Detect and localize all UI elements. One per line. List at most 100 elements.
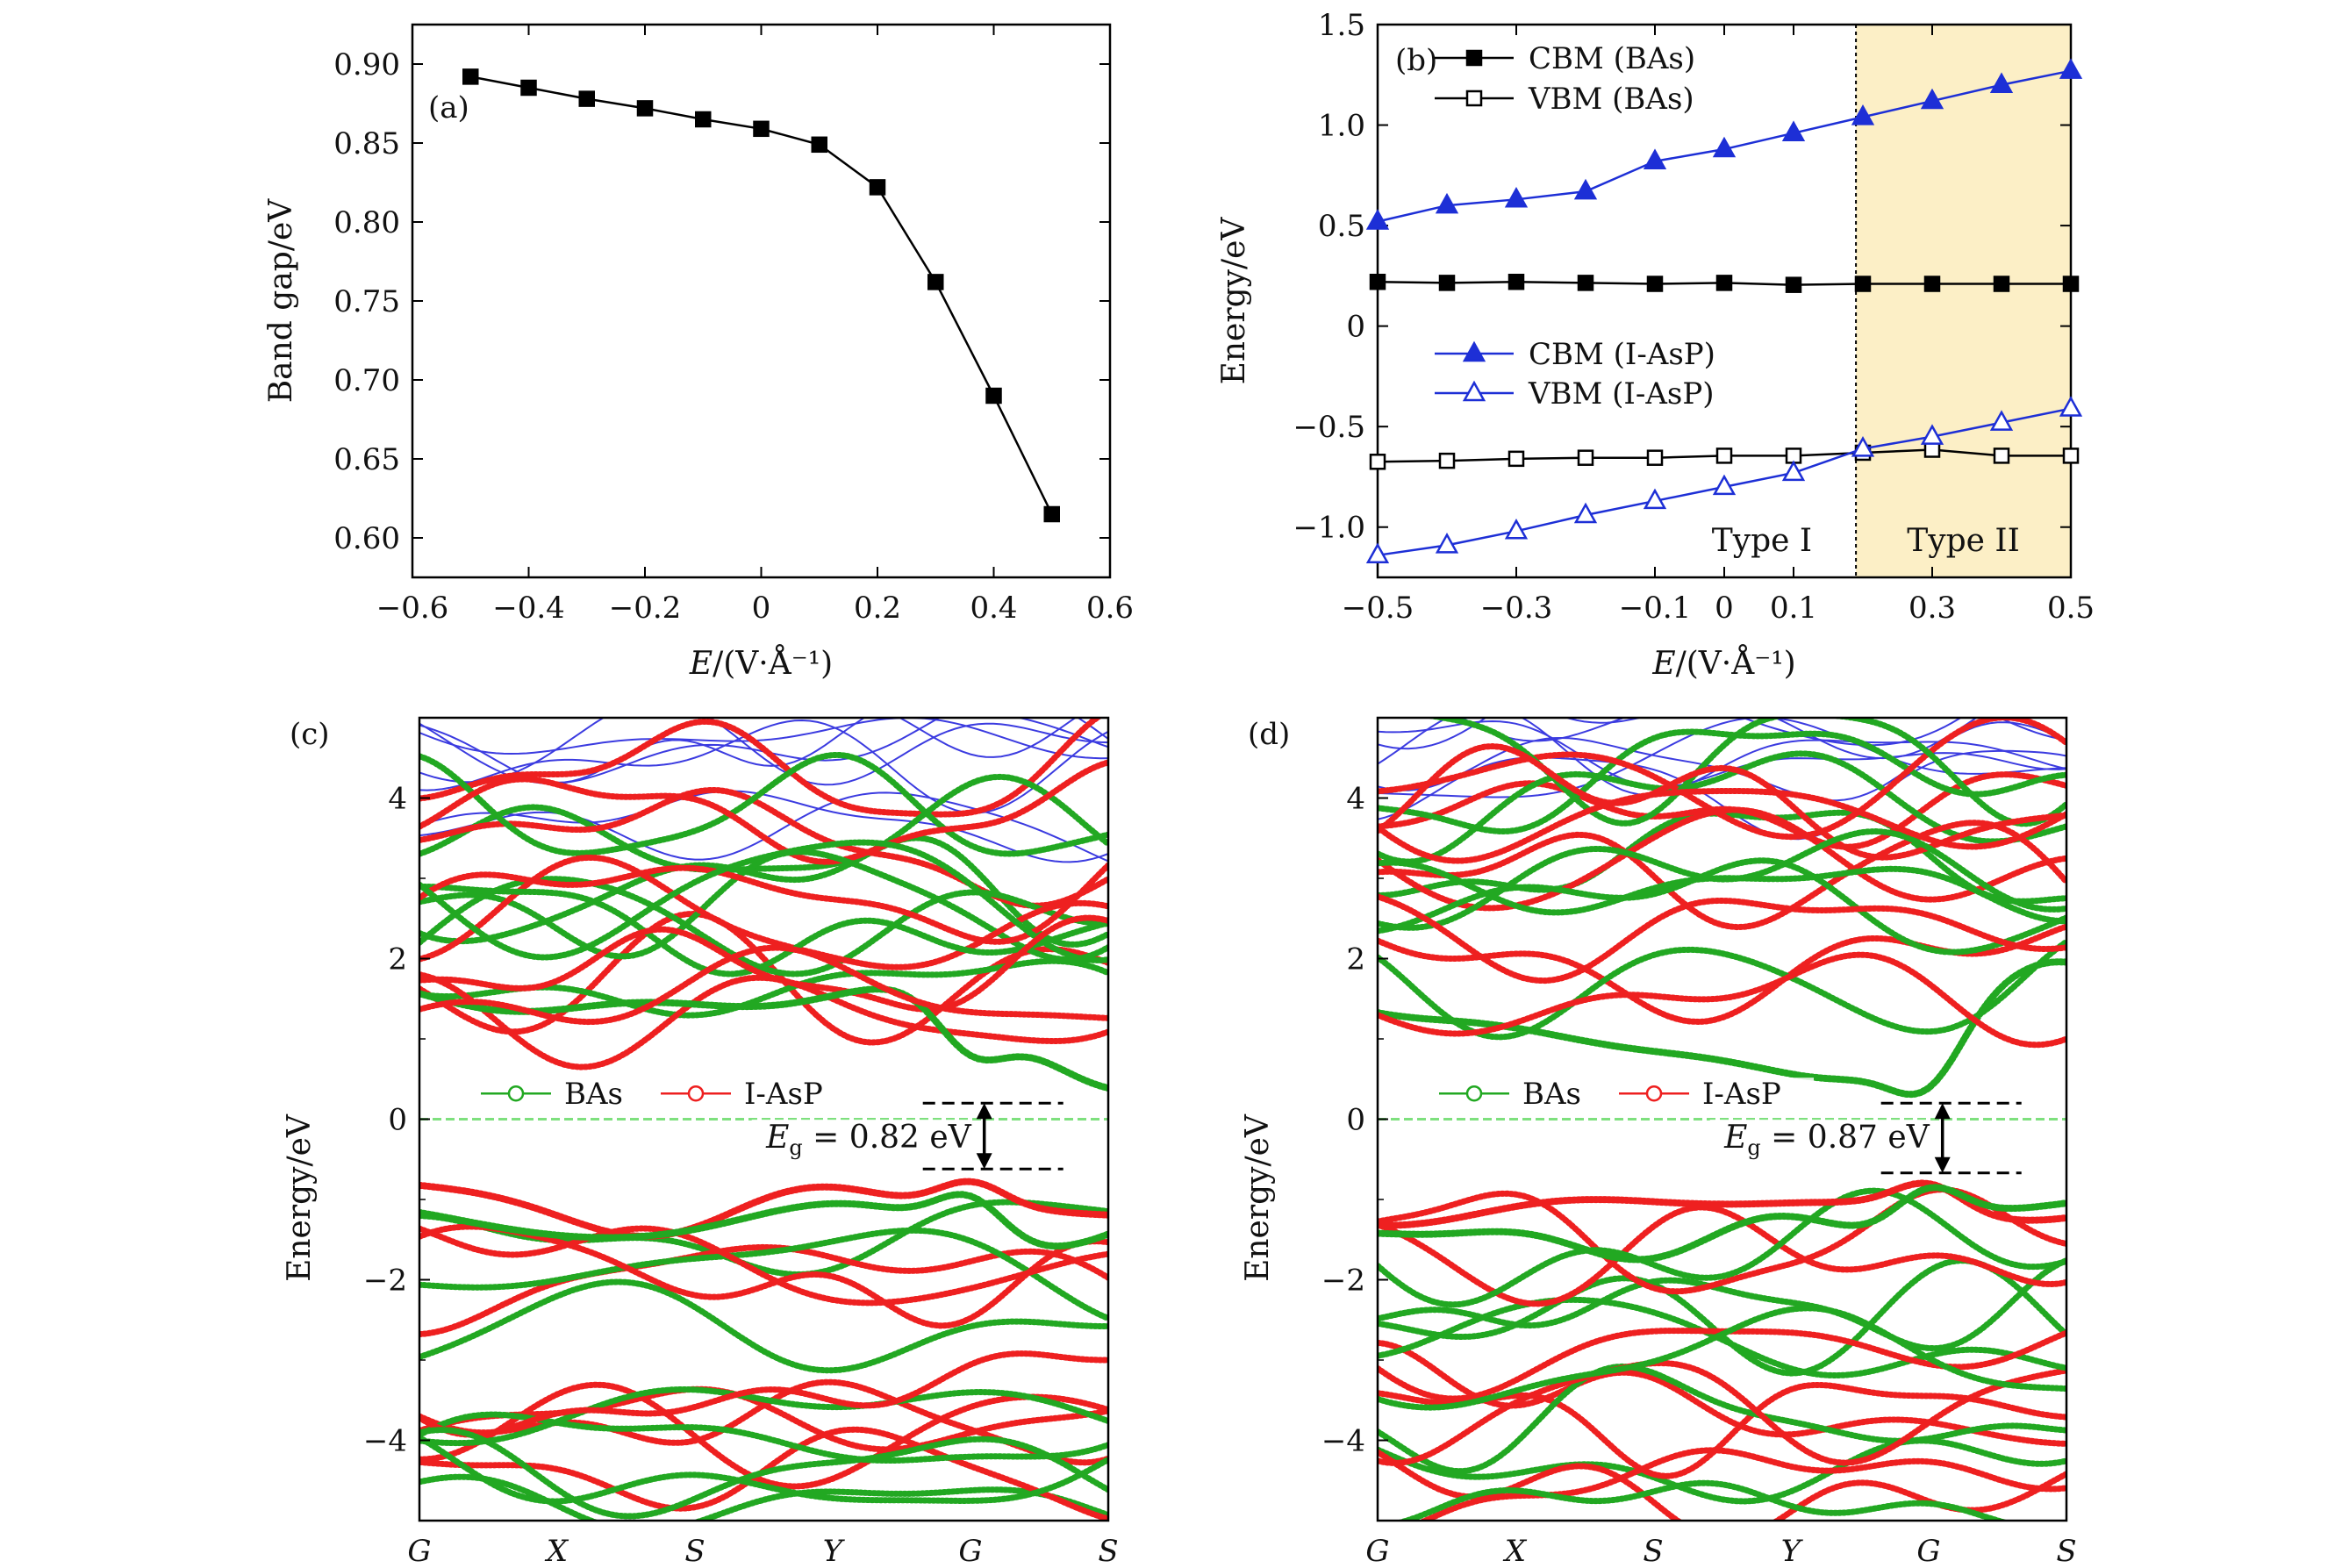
gap-label-bg xyxy=(1709,1120,1930,1156)
data-point xyxy=(1577,275,1594,291)
data-point xyxy=(1365,209,1390,230)
band-line-bas xyxy=(419,839,1108,964)
gap-arrow-head-up xyxy=(976,1103,992,1120)
band-line-iasp xyxy=(419,718,1103,818)
x-tick-label: 0 xyxy=(1715,591,1734,626)
legend-label: BAs xyxy=(1522,1077,1581,1112)
band-line-bas xyxy=(1378,728,2066,835)
y-tick-label: 0.85 xyxy=(333,126,400,161)
band-line-iasp xyxy=(1378,788,2066,864)
y-tick-label: 0.90 xyxy=(333,47,400,82)
data-point xyxy=(578,90,595,107)
y-tick-label: −4 xyxy=(363,1424,407,1459)
band-line-iasp xyxy=(419,1178,1108,1240)
data-point xyxy=(1573,178,1598,200)
band-line-iasp xyxy=(419,944,1108,1026)
kpoint-label: G xyxy=(1365,1534,1389,1568)
y-tick-label: −2 xyxy=(363,1264,407,1299)
band-line-iasp xyxy=(1378,718,2066,841)
band-line-blue xyxy=(419,718,1108,786)
data-point xyxy=(1504,186,1529,208)
kpoint-label: Y xyxy=(1781,1534,1804,1568)
y-tick-label: 1.5 xyxy=(1318,8,1365,43)
x-axis-label-unit: /(V·Å⁻¹) xyxy=(1676,645,1796,682)
x-tick-label: −0.4 xyxy=(492,591,565,626)
data-point xyxy=(1369,454,1386,470)
y-tick-label: 4 xyxy=(388,782,407,817)
data-point xyxy=(1715,447,1733,464)
y-axis-label: Band gap/eV xyxy=(263,198,299,404)
band-line-bas xyxy=(1378,857,2066,956)
x-axis-label-var: E xyxy=(689,646,713,682)
legend-marker xyxy=(1645,1085,1663,1102)
type-ii-region xyxy=(1856,25,2071,577)
x-axis-label: E/(V·Å⁻¹) xyxy=(689,645,833,682)
data-point xyxy=(1508,273,1525,290)
gap-label-var: E xyxy=(765,1120,789,1156)
band-line-bas xyxy=(1378,1257,2066,1352)
band-line-bas xyxy=(1378,938,2066,1041)
panel-c: −4 −2 0 2 4 G X S Y G S (c) Energy/eV BAs I-AsP Eg = 0.… xyxy=(282,716,1119,1568)
data-point xyxy=(1993,276,2010,292)
data-point xyxy=(1923,276,1941,292)
data-point xyxy=(1508,450,1525,468)
kpoint-label: S xyxy=(1098,1534,1118,1568)
band-line-bas xyxy=(419,1386,1108,1447)
region-label-type-ii: Type II xyxy=(1907,523,2020,559)
band-line-bas xyxy=(419,834,1108,948)
y-tick-label: 1.0 xyxy=(1318,109,1365,144)
kpoint-label: X xyxy=(544,1534,569,1568)
legend-marker xyxy=(1462,380,1486,402)
y-axis-label: Energy/eV xyxy=(1216,217,1252,385)
y-tick-label: −1.0 xyxy=(1293,511,1365,546)
data-point xyxy=(636,100,654,117)
kpoint-label: G xyxy=(407,1534,431,1568)
band-line-bas xyxy=(1378,1305,2066,1411)
legend-label: CBM (BAs) xyxy=(1529,41,1695,76)
band-line-bas xyxy=(1378,1363,2066,1475)
data-point xyxy=(1923,441,1941,458)
data-point xyxy=(2059,58,2083,79)
y-tick-label: 4 xyxy=(1346,782,1365,817)
data-point xyxy=(1785,276,1802,293)
y-tick-label: 0.5 xyxy=(1318,209,1365,244)
band-line-iasp xyxy=(1378,951,2066,1049)
legend-marker xyxy=(507,1085,525,1102)
band-line-iasp xyxy=(1378,893,2066,984)
data-point xyxy=(1715,275,1733,291)
legend-label: VBM (I-AsP) xyxy=(1528,376,1715,412)
y-tick-label: 0.60 xyxy=(333,521,400,556)
gap-arrow-head-down xyxy=(1934,1156,1951,1173)
band-line-bas xyxy=(1394,1479,2010,1521)
band-line-bas xyxy=(1378,1184,2066,1264)
band-line-blue xyxy=(1378,718,1963,750)
band-line-iasp xyxy=(1378,1179,2066,1229)
x-tick-label: −0.1 xyxy=(1619,591,1692,626)
band-line-bas xyxy=(419,1227,1108,1321)
band-line-blue xyxy=(419,718,1108,760)
band-line-bas xyxy=(419,883,1108,977)
data-point xyxy=(1646,449,1664,466)
x-tick-label: 0.2 xyxy=(854,591,901,626)
data-point xyxy=(1851,436,1875,457)
gap-label-bg xyxy=(751,1120,971,1156)
band-line-iasp xyxy=(1417,1447,2066,1521)
data-point xyxy=(927,274,944,290)
band-line-iasp xyxy=(419,1225,1108,1307)
y-axis-label: Energy/eV xyxy=(1240,1113,1276,1282)
band-line-bas xyxy=(1378,1187,2066,1308)
bands xyxy=(419,718,1108,1521)
x-tick-label: −0.6 xyxy=(376,591,449,626)
data-point xyxy=(1043,505,1060,523)
data-point xyxy=(1781,120,1806,141)
band-line-iasp xyxy=(1378,806,2066,912)
panel-label: (c) xyxy=(290,717,330,752)
kpoint-label: S xyxy=(684,1534,705,1568)
data-point xyxy=(1851,104,1875,125)
data-point xyxy=(1435,532,1459,554)
region-label-type-i: Type I xyxy=(1712,523,1812,559)
band-line-iasp xyxy=(1378,742,2066,861)
band-line-iasp xyxy=(419,1350,1108,1438)
gap-label-sub: g xyxy=(789,1135,802,1160)
band-line-bas xyxy=(419,773,1108,873)
